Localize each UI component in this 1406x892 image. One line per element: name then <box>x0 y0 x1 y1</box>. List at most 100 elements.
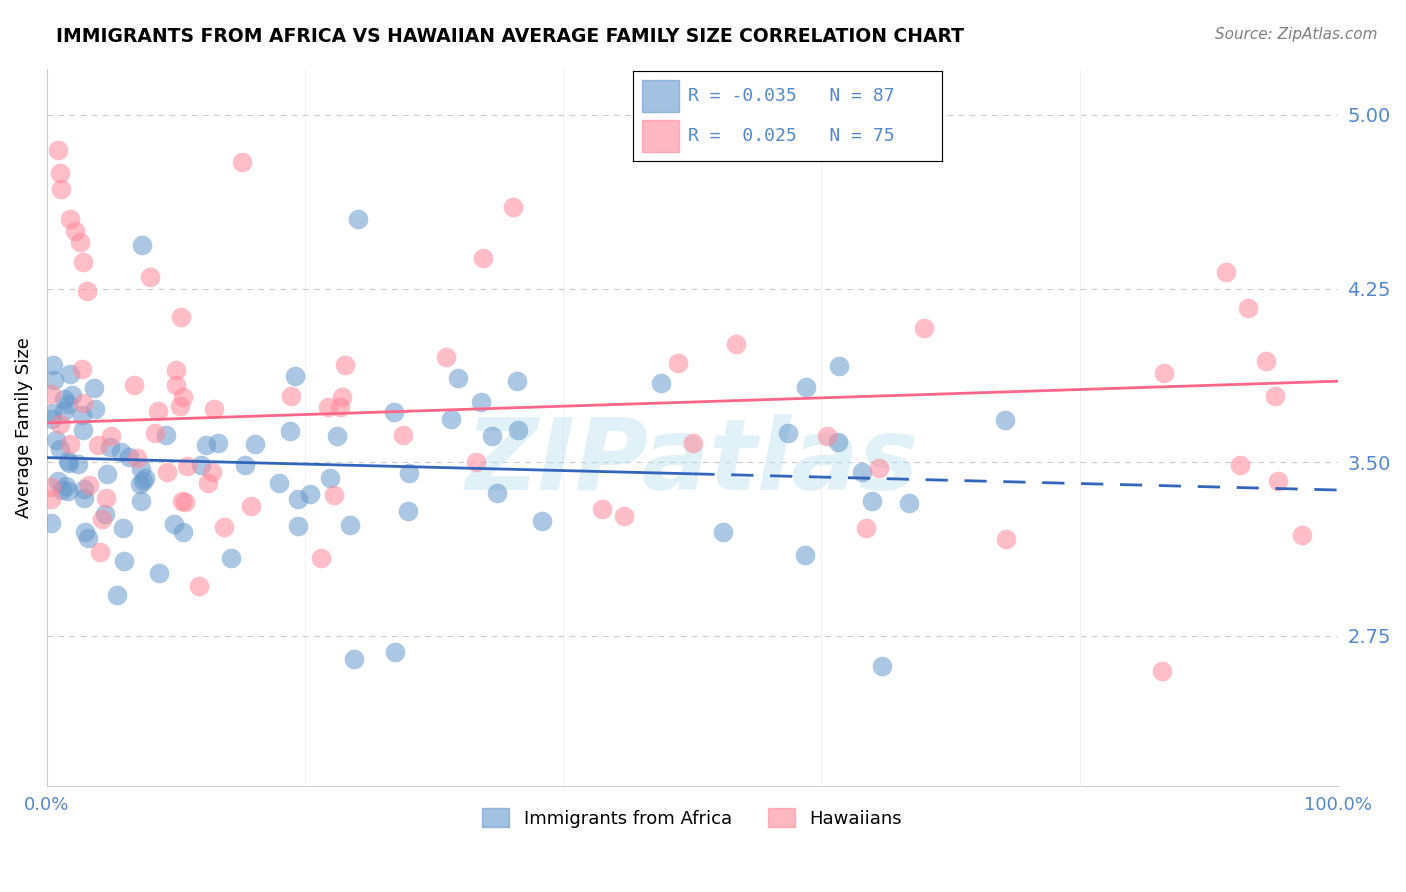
Hawaiians <box>231 154 253 169</box>
Immigrants from Africa <box>59 367 82 381</box>
Bar <box>643 120 679 152</box>
Immigrants from Africa <box>396 504 419 518</box>
Immigrants from Africa <box>72 408 94 422</box>
Hawaiians <box>472 252 495 266</box>
Immigrants from Africa <box>110 445 132 459</box>
Immigrants from Africa <box>851 465 873 479</box>
Immigrants from Africa <box>508 424 530 438</box>
Hawaiians <box>138 270 160 285</box>
Immigrants from Africa <box>117 450 139 464</box>
Immigrants from Africa <box>73 482 96 496</box>
Hawaiians <box>1215 265 1237 279</box>
Immigrants from Africa <box>343 652 366 666</box>
Immigrants from Africa <box>42 373 65 387</box>
Hawaiians <box>1254 353 1277 368</box>
Immigrants from Africa <box>128 477 150 491</box>
Immigrants from Africa <box>299 487 322 501</box>
Immigrants from Africa <box>481 429 503 443</box>
Immigrants from Africa <box>898 496 921 510</box>
Immigrants from Africa <box>60 388 83 402</box>
Hawaiians <box>912 321 935 335</box>
Hawaiians <box>434 351 457 365</box>
Immigrants from Africa <box>194 438 217 452</box>
Immigrants from Africa <box>284 368 307 383</box>
Hawaiians <box>318 401 340 415</box>
Immigrants from Africa <box>776 426 799 441</box>
Text: R = -0.035   N = 87: R = -0.035 N = 87 <box>689 87 896 105</box>
Immigrants from Africa <box>41 406 63 420</box>
Immigrants from Africa <box>132 474 155 488</box>
Hawaiians <box>46 143 69 157</box>
Hawaiians <box>280 389 302 403</box>
Hawaiians <box>156 465 179 479</box>
Immigrants from Africa <box>98 440 121 454</box>
Hawaiians <box>165 378 187 392</box>
Immigrants from Africa <box>650 376 672 390</box>
Hawaiians <box>994 533 1017 547</box>
Hawaiians <box>202 402 225 417</box>
Immigrants from Africa <box>994 412 1017 426</box>
Hawaiians <box>392 427 415 442</box>
Hawaiians <box>79 478 101 492</box>
Immigrants from Africa <box>287 519 309 533</box>
Immigrants from Africa <box>530 515 553 529</box>
Immigrants from Africa <box>56 483 79 498</box>
Hawaiians <box>169 399 191 413</box>
Immigrants from Africa <box>860 493 883 508</box>
Immigrants from Africa <box>39 516 62 531</box>
Immigrants from Africa <box>470 395 492 409</box>
Immigrants from Africa <box>38 803 60 817</box>
Immigrants from Africa <box>485 486 508 500</box>
Immigrants from Africa <box>42 359 65 373</box>
Hawaiians <box>48 417 70 431</box>
Immigrants from Africa <box>827 434 849 449</box>
Hawaiians <box>89 545 111 559</box>
Immigrants from Africa <box>84 401 107 416</box>
Hawaiians <box>86 438 108 452</box>
Hawaiians <box>124 378 146 392</box>
Text: IMMIGRANTS FROM AFRICA VS HAWAIIAN AVERAGE FAMILY SIZE CORRELATION CHART: IMMIGRANTS FROM AFRICA VS HAWAIIAN AVERA… <box>56 27 965 45</box>
Immigrants from Africa <box>58 456 80 470</box>
Immigrants from Africa <box>131 238 153 252</box>
Hawaiians <box>94 491 117 505</box>
Immigrants from Africa <box>96 467 118 481</box>
Immigrants from Africa <box>155 428 177 442</box>
Immigrants from Africa <box>172 524 194 539</box>
Hawaiians <box>63 224 86 238</box>
Hawaiians <box>70 362 93 376</box>
Immigrants from Africa <box>72 423 94 437</box>
Immigrants from Africa <box>794 380 817 394</box>
Immigrants from Africa <box>233 458 256 473</box>
Hawaiians <box>174 495 197 509</box>
Hawaiians <box>309 551 332 566</box>
Immigrants from Africa <box>384 645 406 659</box>
Immigrants from Africa <box>129 494 152 508</box>
Immigrants from Africa <box>163 517 186 532</box>
Immigrants from Africa <box>73 491 96 505</box>
Hawaiians <box>49 182 72 196</box>
Hawaiians <box>868 461 890 475</box>
Immigrants from Africa <box>346 212 368 227</box>
Hawaiians <box>1152 664 1174 678</box>
Hawaiians <box>613 509 636 524</box>
Immigrants from Africa <box>207 436 229 450</box>
Hawaiians <box>187 579 209 593</box>
Immigrants from Africa <box>49 442 72 456</box>
Hawaiians <box>176 458 198 473</box>
Hawaiians <box>464 455 486 469</box>
Hawaiians <box>1267 474 1289 488</box>
Hawaiians <box>76 284 98 298</box>
Hawaiians <box>201 466 224 480</box>
Hawaiians <box>682 436 704 450</box>
Immigrants from Africa <box>711 524 734 539</box>
Immigrants from Africa <box>447 371 470 385</box>
Hawaiians <box>48 166 70 180</box>
Immigrants from Africa <box>872 659 894 673</box>
Immigrants from Africa <box>319 471 342 485</box>
Immigrants from Africa <box>221 550 243 565</box>
Hawaiians <box>146 404 169 418</box>
Immigrants from Africa <box>129 462 152 476</box>
Hawaiians <box>165 363 187 377</box>
Immigrants from Africa <box>269 476 291 491</box>
Immigrants from Africa <box>45 434 67 448</box>
